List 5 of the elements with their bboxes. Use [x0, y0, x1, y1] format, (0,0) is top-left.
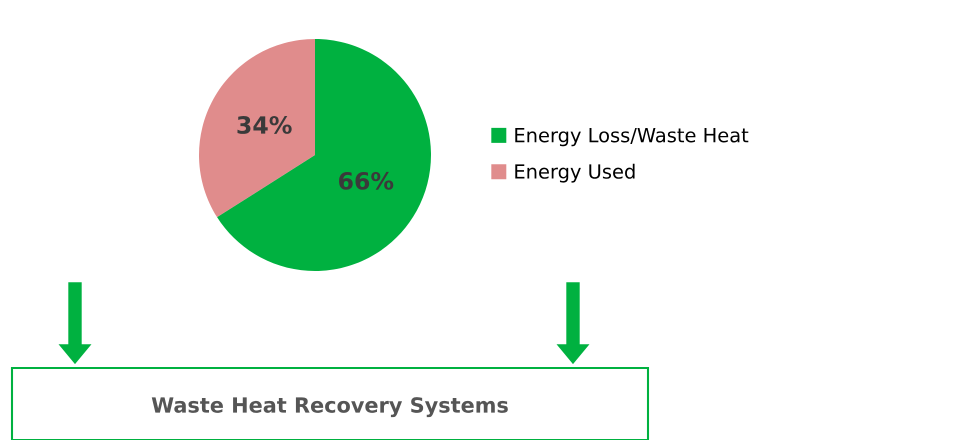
data-label: 34% [237, 116, 292, 134]
legend-label: Energy Used [515, 164, 635, 183]
data-label: 66% [339, 172, 394, 190]
text: Waste Heat Recovery Systems [152, 397, 508, 418]
legend-label: Energy Loss/Waste Heat [515, 128, 748, 146]
